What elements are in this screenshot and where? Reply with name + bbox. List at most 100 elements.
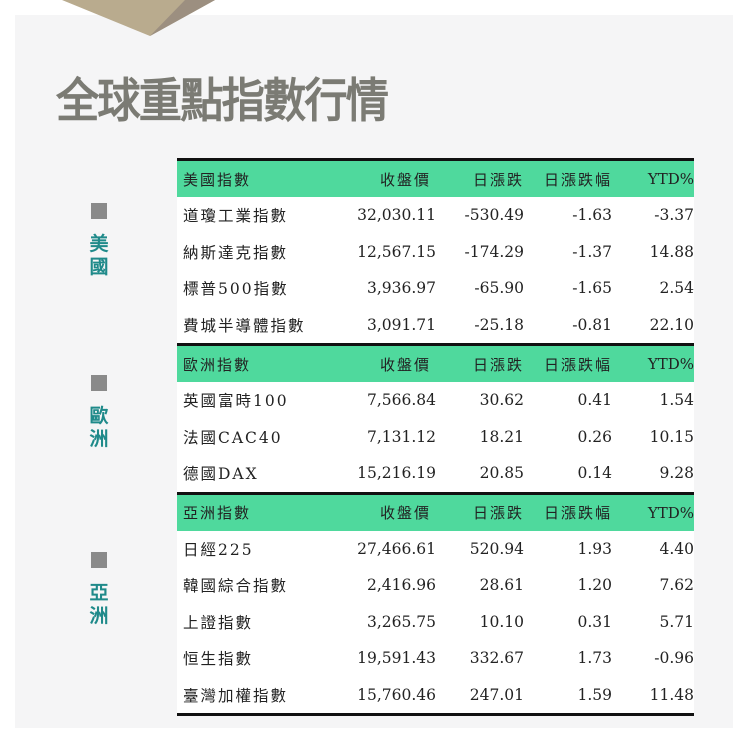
column-header: YTD% (647, 503, 694, 522)
square-bullet-icon (91, 375, 107, 391)
index-name: 標普500指數 (183, 280, 289, 299)
index-name: 臺灣加權指數 (183, 686, 289, 705)
table-cell: 20.85 (479, 464, 524, 483)
table-cell: 0.26 (577, 427, 612, 446)
column-header: 美國指數 (183, 170, 252, 189)
table-cell: 2,416.96 (366, 576, 436, 595)
table-row: 臺灣加權指數 15,760.46 247.01 1.59 11.48 (177, 677, 694, 714)
table-cell: -65.90 (474, 279, 524, 298)
table-cell: 15,760.46 (357, 685, 436, 704)
table-cell: 7,131.12 (366, 427, 436, 446)
column-header: YTD% (647, 355, 694, 373)
table-cell: 3,091.71 (366, 315, 436, 334)
column-header: 亞洲指數 (183, 504, 252, 522)
table-cell: 7.62 (659, 576, 694, 595)
column-header: 收盤價 (379, 504, 431, 522)
table-cell: -530.49 (464, 206, 524, 225)
column-header: 日漲跌幅 (543, 170, 612, 189)
index-name: 英國富時100 (183, 392, 289, 411)
column-header: 歐洲指數 (183, 355, 252, 374)
column-header: 日漲跌幅 (543, 504, 612, 522)
table-row: 費城半導體指數 3,091.71 -25.18 -0.81 22.10 (177, 307, 694, 344)
section-header-us: 美國指數 收盤價 日漲跌 日漲跌幅 YTD% (177, 158, 694, 197)
table-cell: 30.62 (479, 391, 524, 410)
region-label-europe: 歐 洲 (86, 375, 112, 451)
table-cell: -1.37 (572, 242, 612, 261)
table-cell: 19,591.43 (357, 649, 436, 668)
page-title: 全球重點指數行情 (56, 74, 389, 129)
region-label-asia: 亞 洲 (86, 552, 112, 628)
table-cell: -0.96 (654, 649, 694, 668)
index-name: 上證指數 (183, 613, 254, 632)
index-name: 法國CAC40 (183, 428, 283, 447)
table-cell: 0.31 (577, 612, 612, 631)
column-header: YTD% (647, 170, 694, 188)
table-cell: 7,566.84 (366, 391, 436, 410)
index-table: 美國指數 收盤價 日漲跌 日漲跌幅 YTD% 道瓊工業指數 32,030.11 -530.49… (177, 158, 694, 716)
table-cell: 4.40 (659, 539, 694, 558)
index-name: 韓國綜合指數 (183, 577, 289, 596)
table-cell: -174.29 (464, 242, 524, 261)
table-cell: 520.94 (469, 539, 524, 558)
table-cell: 12,567.15 (357, 242, 436, 261)
square-bullet-icon (91, 552, 107, 568)
region-label-us: 美 國 (86, 203, 112, 279)
index-name: 德國DAX (183, 465, 259, 484)
column-header: 日漲跌 (472, 355, 524, 374)
table-cell: 5.71 (659, 612, 694, 631)
index-name: 納斯達克指數 (183, 243, 289, 262)
table-row: 日經225 27,466.61 520.94 1.93 4.40 (177, 531, 694, 568)
decorative-triangle (62, 0, 215, 36)
index-name: 道瓊工業指數 (183, 207, 289, 226)
table-cell: -1.63 (572, 206, 612, 225)
section-header-asia: 亞洲指數 收盤價 日漲跌 日漲跌幅 YTD% (177, 491, 694, 531)
table-cell: 27,466.61 (357, 539, 436, 558)
table-cell: 1.59 (577, 685, 612, 704)
table-row: 標普500指數 3,936.97 -65.90 -1.65 2.54 (177, 270, 694, 307)
table-cell: 10.15 (649, 427, 694, 446)
index-name: 費城半導體指數 (183, 316, 306, 335)
table-cell: 0.41 (577, 391, 612, 410)
table-row: 恒生指數 19,591.43 332.67 1.73 -0.96 (177, 640, 694, 677)
table-cell: -1.65 (572, 279, 612, 298)
column-header: 日漲跌 (472, 170, 524, 189)
table-cell: -0.81 (572, 315, 612, 334)
index-name: 日經225 (183, 540, 254, 559)
table-cell: 18.21 (479, 427, 524, 446)
table-row: 納斯達克指數 12,567.15 -174.29 -1.37 14.88 (177, 234, 694, 271)
table-cell: -25.18 (474, 315, 524, 334)
table-cell: 9.28 (659, 464, 694, 483)
table-cell: 28.61 (479, 576, 524, 595)
column-header: 收盤價 (379, 355, 431, 374)
table-cell: 1.20 (577, 576, 612, 595)
table-cell: 22.10 (649, 315, 694, 334)
table-cell: 11.48 (649, 685, 694, 704)
table-cell: 2.54 (659, 279, 694, 298)
table-cell: 1.54 (659, 391, 694, 410)
table-cell: 3,265.75 (366, 612, 436, 631)
square-bullet-icon (91, 203, 107, 219)
table-cell: 1.73 (577, 649, 612, 668)
table-row: 韓國綜合指數 2,416.96 28.61 1.20 7.62 (177, 567, 694, 604)
table-cell: 1.93 (577, 539, 612, 558)
table-row: 道瓊工業指數 32,030.11 -530.49 -1.63 -3.37 (177, 197, 694, 234)
table-row: 德國DAX 15,216.19 20.85 0.14 9.28 (177, 455, 694, 492)
table-cell: 3,936.97 (366, 279, 436, 298)
table-cell: 10.10 (479, 612, 524, 631)
column-header: 日漲跌幅 (543, 355, 612, 374)
table-cell: 332.67 (469, 649, 524, 668)
table-row: 法國CAC40 7,131.12 18.21 0.26 10.15 (177, 419, 694, 456)
table-cell: 247.01 (469, 685, 524, 704)
table-cell: 32,030.11 (357, 206, 436, 225)
table-cell: 0.14 (577, 464, 612, 483)
column-header: 收盤價 (379, 170, 431, 189)
section-header-europe: 歐洲指數 收盤價 日漲跌 日漲跌幅 YTD% (177, 343, 694, 382)
table-cell: 15,216.19 (357, 464, 436, 483)
column-header: 日漲跌 (472, 504, 524, 522)
table-bottom-rule (177, 713, 694, 716)
table-cell: -3.37 (654, 206, 694, 225)
index-name: 恒生指數 (183, 650, 254, 669)
table-cell: 14.88 (649, 242, 694, 261)
table-row: 上證指數 3,265.75 10.10 0.31 5.71 (177, 604, 694, 641)
table-row: 英國富時100 7,566.84 30.62 0.41 1.54 (177, 382, 694, 419)
